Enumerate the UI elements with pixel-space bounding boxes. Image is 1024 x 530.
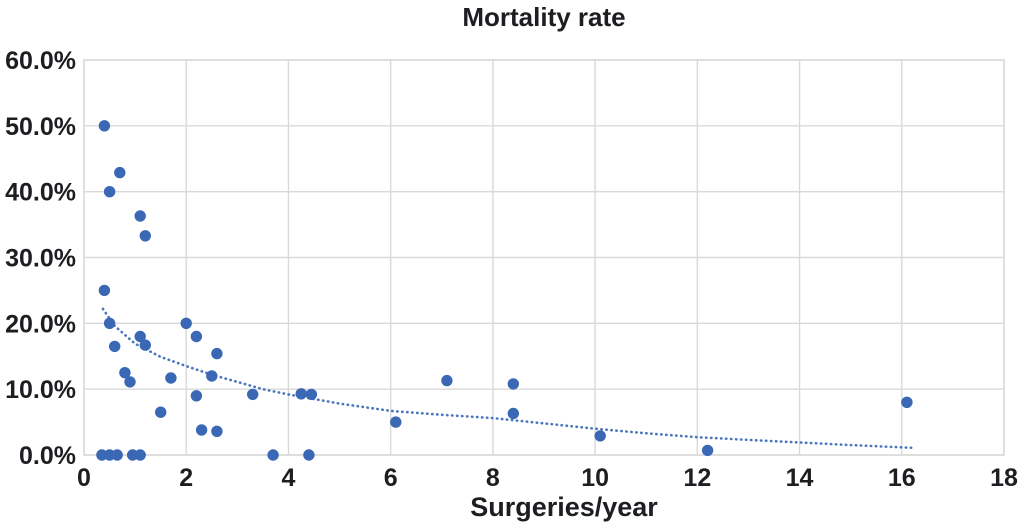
data-point — [98, 284, 111, 297]
y-tick-label: 20.0% — [5, 310, 76, 338]
data-point — [165, 372, 177, 384]
data-point — [134, 210, 146, 222]
x-tick-label: 4 — [281, 464, 295, 492]
x-tick-label: 2 — [179, 464, 193, 492]
data-point — [98, 120, 111, 132]
data-point — [441, 374, 453, 387]
data-point — [134, 449, 146, 461]
data-point — [190, 390, 203, 402]
data-point — [303, 449, 315, 461]
x-tick-label: 6 — [384, 464, 398, 492]
data-point — [305, 388, 318, 401]
x-tick-label: 12 — [683, 464, 711, 492]
chart-title: Mortality rate — [462, 2, 626, 32]
data-point — [119, 367, 131, 379]
data-point — [195, 424, 208, 436]
x-tick-label: 8 — [486, 464, 500, 492]
x-tick-label: 0 — [77, 464, 91, 492]
data-point — [103, 186, 116, 198]
data-point — [206, 370, 218, 382]
data-point — [901, 396, 913, 408]
data-point — [594, 430, 606, 442]
y-tick-label: 60.0% — [5, 47, 76, 75]
data-point — [507, 378, 519, 390]
x-axis-label: Surgeries/year — [470, 492, 658, 522]
trendline — [101, 307, 914, 450]
y-tick-label: 30.0% — [5, 245, 76, 273]
data-point — [295, 388, 307, 400]
x-tick-label: 14 — [786, 464, 814, 492]
plot-border — [83, 59, 1005, 456]
data-point — [507, 407, 519, 420]
data-point — [111, 449, 123, 461]
data-point — [211, 347, 223, 360]
data-point — [109, 340, 121, 353]
data-point — [211, 425, 223, 437]
y-tick-label: 50.0% — [5, 113, 76, 141]
data-point — [180, 317, 192, 329]
data-point — [114, 166, 126, 179]
x-tick-label: 10 — [581, 464, 609, 492]
x-tick-label: 18 — [990, 464, 1018, 492]
data-point — [139, 339, 151, 351]
y-tick-label: 40.0% — [5, 179, 76, 207]
y-tick-label: 0.0% — [19, 442, 76, 470]
data-point — [267, 449, 279, 461]
data-point — [190, 330, 203, 343]
data-point — [701, 444, 714, 457]
data-point — [134, 330, 146, 343]
y-tick-label: 10.0% — [5, 376, 76, 404]
data-point — [155, 406, 167, 418]
data-point — [139, 230, 151, 242]
x-tick-label: 16 — [888, 464, 916, 492]
data-point — [390, 416, 402, 428]
data-point — [124, 376, 136, 388]
data-point — [247, 388, 259, 401]
data-point — [103, 317, 116, 329]
